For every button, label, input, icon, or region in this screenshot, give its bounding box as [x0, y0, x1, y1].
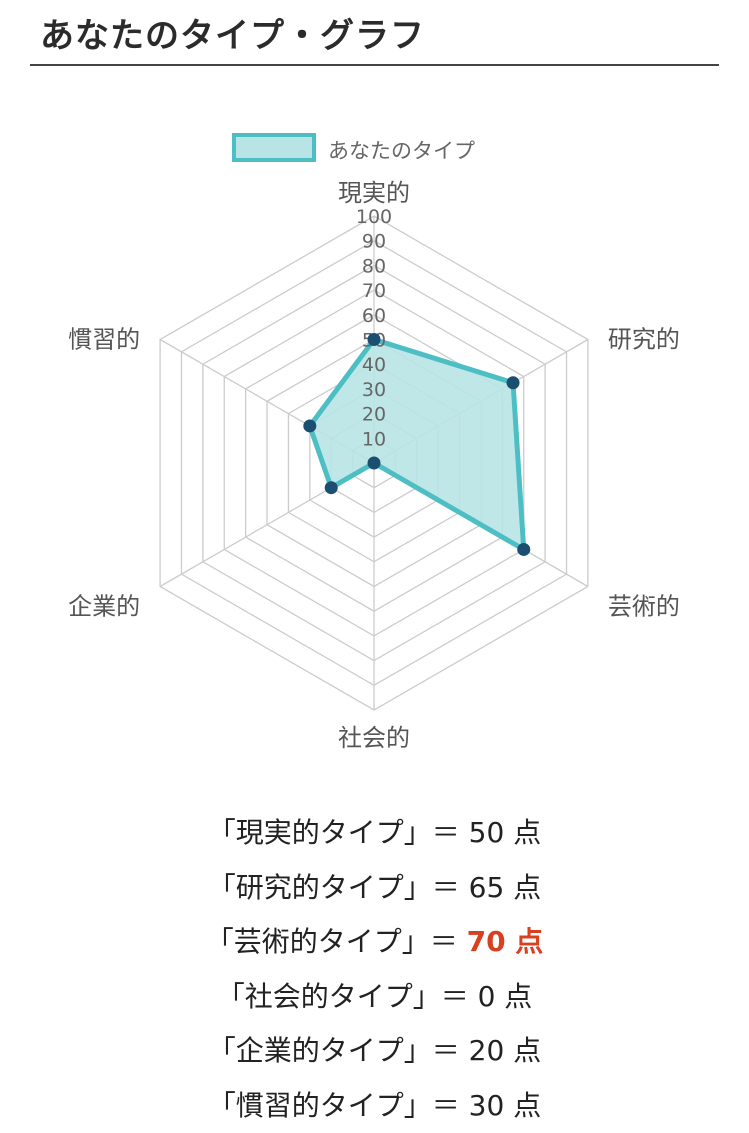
title-divider [30, 64, 719, 66]
data-point [325, 481, 338, 494]
tick-label: 90 [362, 231, 386, 253]
score-artistic-label: 「芸術的タイプ」＝ [206, 925, 467, 958]
score-realistic: 「現実的タイプ」＝ 50 点 [0, 806, 749, 861]
axis-label: 社会的 [338, 724, 410, 752]
tick-label: 40 [362, 354, 386, 376]
axis-label: 芸術的 [608, 593, 680, 621]
tick-label: 10 [362, 428, 386, 450]
axis-label: 現実的 [338, 179, 410, 207]
data-point [303, 419, 316, 432]
data-point [368, 333, 381, 346]
data-point [517, 543, 530, 556]
axis-label: 研究的 [608, 326, 680, 354]
tick-label: 70 [362, 280, 386, 302]
tick-label: 20 [362, 404, 386, 426]
legend-swatch [234, 135, 314, 160]
data-point [507, 376, 520, 389]
score-enterprising: 「企業的タイプ」＝ 20 点 [0, 1024, 749, 1079]
tick-label: 80 [362, 255, 386, 277]
score-conventional: 「慣習的タイプ」＝ 30 点 [0, 1079, 749, 1133]
score-social: 「社会的タイプ」＝ 0 点 [0, 970, 749, 1025]
score-list: 「現実的タイプ」＝ 50 点 「研究的タイプ」＝ 65 点 「芸術的タイプ」＝ … [0, 806, 749, 1133]
page-title: あなたのタイプ・グラフ [40, 8, 425, 57]
tick-label: 100 [356, 206, 392, 228]
score-artistic: 「芸術的タイプ」＝ 70 点 [0, 915, 749, 970]
radar-chart: あなたのタイプ102030405060708090100現実的研究的芸術的社会的… [0, 120, 749, 760]
data-point [368, 457, 381, 470]
score-artistic-value: 70 点 [467, 925, 544, 958]
tick-label: 30 [362, 379, 386, 401]
tick-label: 60 [362, 305, 386, 327]
axis-label: 慣習的 [68, 326, 140, 354]
axis-label: 企業的 [68, 593, 140, 621]
legend-label: あなたのタイプ [328, 139, 475, 163]
score-investigative: 「研究的タイプ」＝ 65 点 [0, 861, 749, 916]
